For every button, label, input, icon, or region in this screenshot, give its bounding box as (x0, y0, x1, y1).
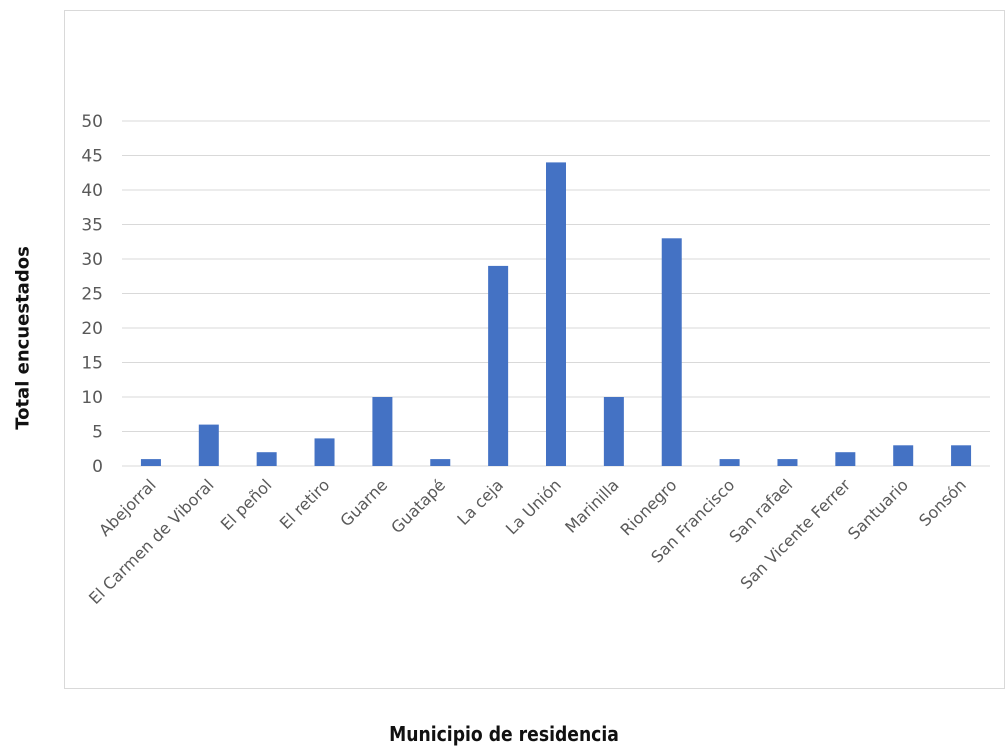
bar (951, 445, 972, 466)
y-tick-label: 20 (81, 319, 103, 339)
bar (256, 452, 277, 466)
bar (314, 438, 335, 466)
y-axis-label: Total encuestados (12, 246, 34, 430)
bar (777, 459, 798, 466)
x-axis-label: Municipio de residencia (389, 722, 619, 746)
bar (835, 452, 856, 466)
x-tick-label: La Unión (502, 475, 565, 538)
x-tick-label: San Vicente Ferrer (737, 475, 855, 593)
y-tick-label: 40 (81, 181, 103, 201)
bar (430, 459, 451, 466)
chart-area (64, 10, 1005, 689)
bar (372, 397, 393, 466)
bar (140, 459, 161, 466)
y-tick-label: 30 (81, 250, 103, 270)
x-tick-label: El peñol (217, 475, 276, 534)
y-tick-label: 5 (92, 423, 103, 443)
bar (661, 238, 682, 466)
y-tick-label: 35 (81, 216, 103, 236)
x-tick-label: Guatapé (387, 475, 449, 537)
bar (198, 424, 219, 466)
x-tick-label: Sonsón (915, 475, 970, 530)
x-tick-label: Marinilla (561, 475, 622, 536)
bar (488, 265, 509, 466)
y-tick-label: 25 (81, 285, 103, 305)
bar (603, 397, 624, 466)
y-tick-label: 45 (81, 147, 103, 167)
y-tick-label: 0 (92, 457, 103, 477)
y-tick-label: 50 (81, 112, 103, 132)
bar (893, 445, 914, 466)
x-tick-label: Guarne (336, 475, 391, 530)
y-tick-label: 15 (81, 354, 103, 374)
x-tick-label: Santuario (844, 475, 912, 543)
x-tick-label: El retiro (276, 475, 334, 533)
y-tick-label: 10 (81, 388, 103, 408)
bar (719, 459, 740, 466)
bar (546, 162, 566, 466)
x-tick-label: La ceja (453, 475, 507, 529)
